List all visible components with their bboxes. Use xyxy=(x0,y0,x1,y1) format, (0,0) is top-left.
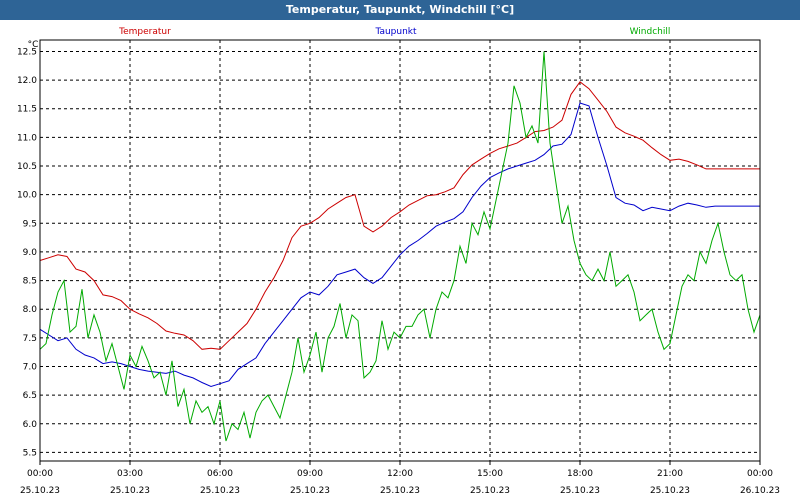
x-tick-time: 09:00 xyxy=(297,469,323,479)
y-tick-label: 10.0 xyxy=(17,191,37,201)
series-layer xyxy=(39,51,761,442)
y-tick-label: 6.5 xyxy=(23,391,37,401)
x-tick-date: 25.10.23 xyxy=(470,486,510,496)
chart-grid xyxy=(40,40,760,461)
y-tick-label: 8.5 xyxy=(23,277,37,287)
x-tick-date: 25.10.23 xyxy=(200,486,240,496)
x-tick-date: 26.10.23 xyxy=(740,486,780,496)
x-tick-time: 15:00 xyxy=(477,469,503,479)
x-tick-time: 06:00 xyxy=(207,469,233,479)
y-tick-label: 11.5 xyxy=(17,105,37,115)
y-tick-label: 8.0 xyxy=(23,305,38,315)
x-tick-time: 18:00 xyxy=(567,469,593,479)
y-tick-label: 9.5 xyxy=(23,219,37,229)
y-tick-label: 5.5 xyxy=(23,448,37,458)
y-tick-label: 7.5 xyxy=(23,334,37,344)
x-tick-time: 21:00 xyxy=(657,469,683,479)
x-tick-time: 03:00 xyxy=(117,469,143,479)
legend-taupunkt: Taupunkt xyxy=(374,27,417,37)
y-tick-label: 12.5 xyxy=(17,47,37,57)
x-tick-date: 25.10.23 xyxy=(20,486,60,496)
x-tick-date: 25.10.23 xyxy=(560,486,600,496)
legend-temperatur: Temperatur xyxy=(118,27,171,37)
chart-legend: Temperatur Taupunkt Windchill xyxy=(118,27,670,37)
x-tick-time: 00:00 xyxy=(747,469,773,479)
y-tick-label: 9.0 xyxy=(23,248,38,258)
series-line-windchill xyxy=(39,51,761,442)
chart-title: Temperatur, Taupunkt, Windchill [°C] xyxy=(0,0,800,20)
y-tick-label: 10.5 xyxy=(17,162,37,172)
y-tick-label: 6.0 xyxy=(23,420,38,430)
y-tick-label: 11.0 xyxy=(17,133,37,143)
x-tick-date: 25.10.23 xyxy=(380,486,420,496)
chart-area: 5.5 6.0 6.5 7.0 7.5 8.0 8.5 9.0 9.5 10.0 10.5 11.0 1… xyxy=(0,20,800,500)
x-tick-date: 25.10.23 xyxy=(650,486,690,496)
chart-background xyxy=(0,20,800,500)
y-tick-label: 12.0 xyxy=(17,76,37,86)
x-tick-time: 00:00 xyxy=(27,469,53,479)
chart-axes: 5.5 6.0 6.5 7.0 7.5 8.0 8.5 9.0 9.5 10.0 10.5 11.0 1… xyxy=(17,39,780,496)
y-tick-label: 7.0 xyxy=(23,362,38,372)
x-tick-date: 25.10.23 xyxy=(110,486,150,496)
y-axis-label: °C xyxy=(28,40,39,50)
x-tick-time: 12:00 xyxy=(387,469,413,479)
x-tick-date: 25.10.23 xyxy=(290,486,330,496)
series-line-temperatur xyxy=(39,81,760,350)
legend-windchill: Windchill xyxy=(630,27,671,37)
plot-frame xyxy=(39,39,761,462)
